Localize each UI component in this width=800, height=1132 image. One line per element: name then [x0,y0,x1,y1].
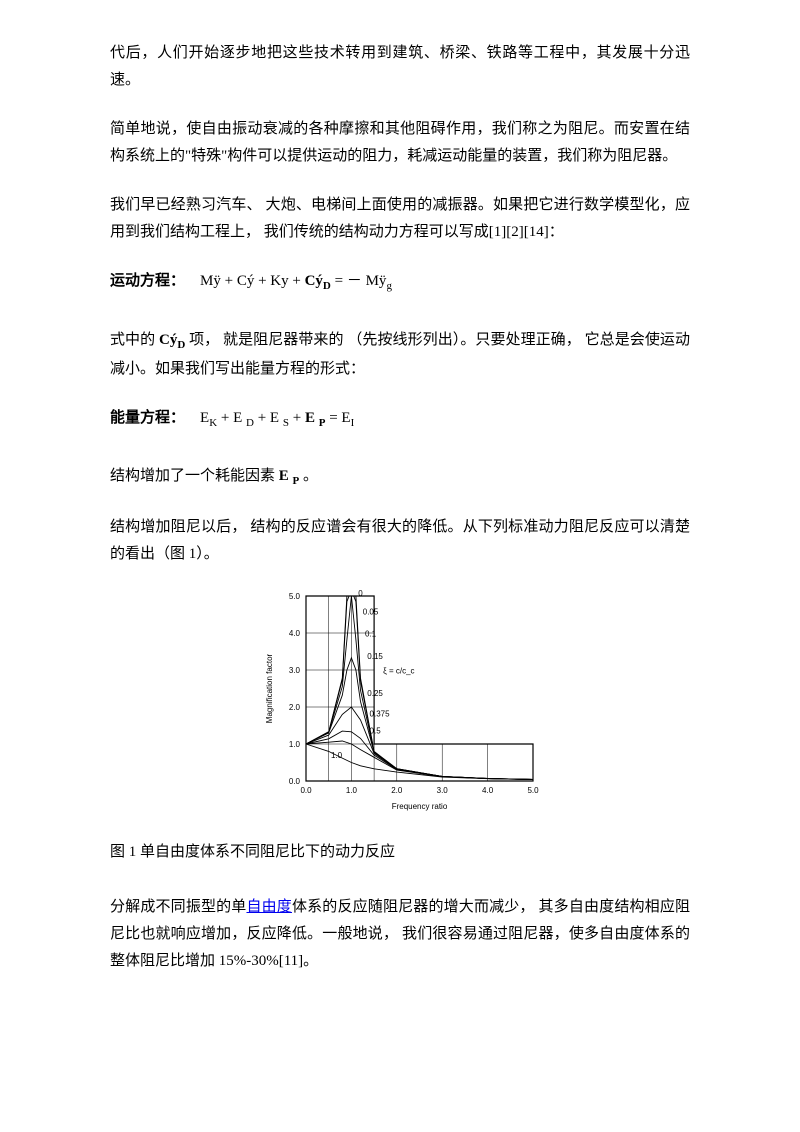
eq-term: E [200,410,209,426]
svg-text:4.0: 4.0 [482,786,494,795]
inline-ep: E P [279,468,300,484]
svg-text:ξ = c/c_c: ξ = c/c_c [383,667,414,676]
svg-text:0.15: 0.15 [367,652,383,661]
text: 项， 就是阻尼器带来的 （先按线形列出）。只要处理正确， 它总是会使运动减小。如… [110,332,690,377]
svg-text:Frequency ratio: Frequency ratio [391,802,447,811]
eq-rhs-sub: g [386,280,392,292]
motion-equation: 运动方程： Mÿ + Cý + Ky + CýD = － Mÿg [110,268,690,297]
eq-bold-term: CýD [305,273,331,289]
energy-equation: 能量方程： EK + E D + E S + E P = EI [110,405,690,434]
eq-sub: D [246,417,254,429]
paragraph: 简单地说，使自由振动衰减的各种摩擦和其他阻碍作用，我们称之为阻尼。而安置在结构系… [110,116,690,170]
eq-term: + E [217,410,246,426]
svg-text:1.0: 1.0 [330,751,342,760]
figure-caption: 图 1 单自由度体系不同阻尼比下的动力反应 [110,839,690,866]
paragraph: 分解成不同振型的单自由度体系的反应随阻尼器的增大而减少， 其多自由度结构相应阻尼… [110,894,690,975]
paragraph: 代后，人们开始逐步地把这些技术转用到建筑、桥梁、铁路等工程中，其发展十分迅速。 [110,40,690,94]
paragraph: 式中的 CýD 项， 就是阻尼器带来的 （先按线形列出）。只要处理正确， 它总是… [110,327,690,383]
svg-text:2.0: 2.0 [288,703,300,712]
svg-text:0.05: 0.05 [362,608,378,617]
paragraph: 我们早已经熟习汽车、 大炮、电梯间上面使用的减振器。如果把它进行数学模型化，应用… [110,192,690,246]
eq-rhs-sub: I [351,417,355,429]
svg-text:0.375: 0.375 [369,709,390,718]
freedom-link[interactable]: 自由度 [246,899,292,915]
svg-text:5.0: 5.0 [527,786,539,795]
svg-text:3.0: 3.0 [288,666,300,675]
svg-text:5.0: 5.0 [288,592,300,601]
inline-cyd: CýD [159,332,185,348]
text: 式中的 [110,332,159,348]
svg-text:0: 0 [358,590,363,598]
eq-sub: K [209,417,217,429]
eq-term: + [289,410,305,426]
eq-term: + E [254,410,283,426]
figure-1: 0.0 1.0 2.0 3.0 4.0 5.0 0.0 1.0 2.0 3.0 4.0 5.0 Freq… [110,590,690,825]
eq-rhs: = － Mÿ [331,273,387,289]
document-page: 代后，人们开始逐步地把这些技术转用到建筑、桥梁、铁路等工程中，其发展十分迅速。 … [0,0,800,1132]
svg-text:2.0: 2.0 [391,786,403,795]
eq-body: Mÿ + Cý + Ky + [200,273,305,289]
paragraph: 结构增加了一个耗能因素 E P 。 [110,463,690,492]
text: 结构增加了一个耗能因素 [110,468,279,484]
equation-label: 能量方程： [110,410,185,426]
paragraph: 结构增加阻尼以后， 结构的反应谱会有很大的降低。从下列标准动力阻尼反应可以清楚的… [110,514,690,568]
svg-text:0.0: 0.0 [300,786,312,795]
equation-label: 运动方程： [110,273,185,289]
response-spectrum-chart: 0.0 1.0 2.0 3.0 4.0 5.0 0.0 1.0 2.0 3.0 4.0 5.0 Freq… [258,590,543,815]
svg-text:1.0: 1.0 [288,740,300,749]
svg-text:4.0: 4.0 [288,629,300,638]
svg-text:0.5: 0.5 [369,727,381,736]
svg-text:0.0: 0.0 [288,777,300,786]
svg-text:3.0: 3.0 [436,786,448,795]
svg-text:1.0: 1.0 [345,786,357,795]
eq-rhs: = E [325,410,350,426]
svg-text:Magnification factor: Magnification factor [265,654,274,724]
text: 分解成不同振型的单 [110,899,246,915]
svg-text:0.25: 0.25 [367,689,383,698]
eq-bold-term: E P [305,410,326,426]
svg-text:0.1: 0.1 [365,630,377,639]
text: 。 [299,468,318,484]
